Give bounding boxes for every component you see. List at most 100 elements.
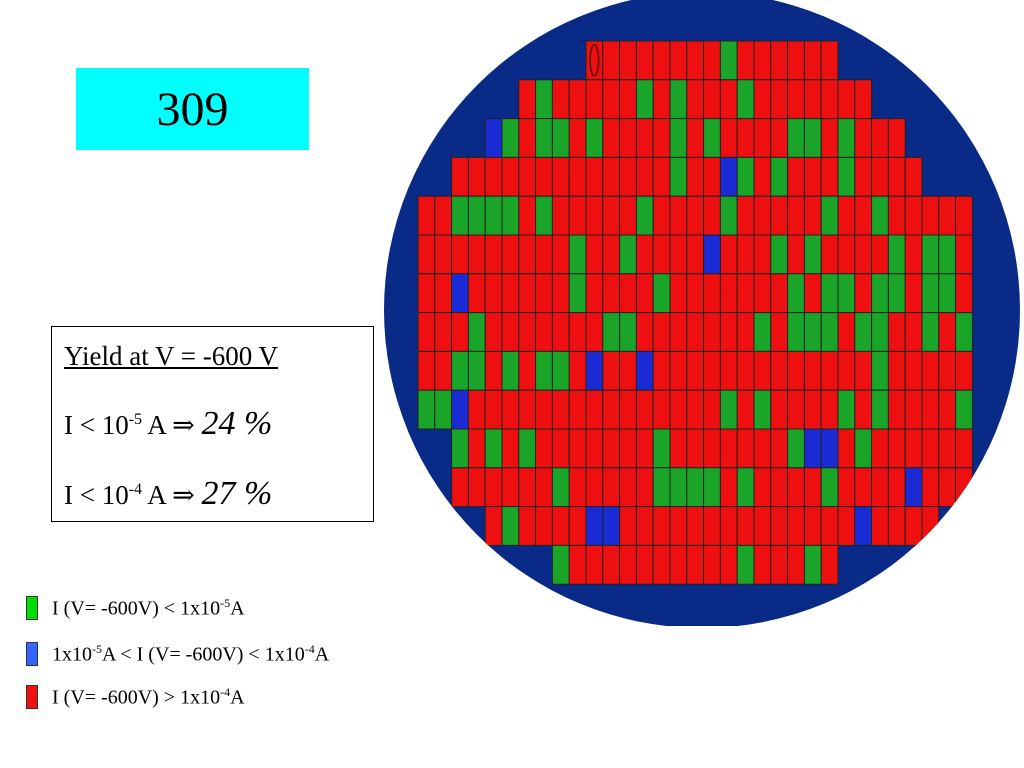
legend-item-red: I (V= -600V) > 1x10-4A xyxy=(26,684,245,710)
die-cell xyxy=(535,350,553,391)
die-cell xyxy=(417,195,436,236)
die-cell xyxy=(602,273,621,314)
die-cell xyxy=(467,467,486,508)
die-cell xyxy=(551,389,570,430)
die-cell xyxy=(887,350,906,391)
die-cell xyxy=(820,79,839,120)
die-cell xyxy=(719,312,738,352)
die-cell xyxy=(904,428,923,469)
die-cell xyxy=(871,467,889,508)
die-cell xyxy=(686,156,705,197)
die-cell xyxy=(736,312,755,352)
die-cell xyxy=(820,40,839,81)
die-cell xyxy=(921,234,940,275)
die-cell xyxy=(568,79,587,120)
die-cell xyxy=(417,234,436,275)
die-cell xyxy=(518,156,537,197)
die-cell xyxy=(871,195,889,236)
die-cell xyxy=(770,389,789,430)
wafer-map xyxy=(384,0,1020,626)
die-cell xyxy=(484,312,503,352)
die-cell xyxy=(803,389,822,430)
die-cell xyxy=(686,118,705,158)
die-cell xyxy=(787,544,805,585)
die-cell xyxy=(652,506,671,546)
die-cell xyxy=(535,118,553,158)
die-cell xyxy=(652,544,671,585)
die-cell xyxy=(669,234,688,275)
yield-summary-box: Yield at V = -600 V I < 10-5 A ⇒ 24 % I … xyxy=(51,326,374,522)
die-cell xyxy=(820,506,839,546)
die-cell xyxy=(602,389,621,430)
die-cell xyxy=(568,428,587,469)
die-cell xyxy=(719,273,738,314)
die-cell xyxy=(871,234,889,275)
die-cell xyxy=(904,467,923,508)
die-cell xyxy=(669,273,688,314)
die-cell xyxy=(451,195,469,236)
yield-value-1e-5: 24 % xyxy=(201,405,273,442)
die-cell xyxy=(635,273,654,314)
die-cell xyxy=(837,350,856,391)
die-cell xyxy=(753,544,772,585)
die-cell xyxy=(703,40,721,81)
die-cell xyxy=(467,234,486,275)
die-cell xyxy=(820,156,839,197)
die-cell xyxy=(619,79,637,120)
die-cell xyxy=(854,156,873,197)
die-cell xyxy=(484,506,503,546)
die-cell xyxy=(535,389,553,430)
die-cell xyxy=(434,234,453,275)
legend-label-red: I (V= -600V) > 1x10-4A xyxy=(52,684,245,709)
die-cell xyxy=(669,350,688,391)
die-cell xyxy=(619,350,637,391)
die-cell xyxy=(703,312,721,352)
die-cell xyxy=(635,506,654,546)
die-cell xyxy=(686,467,705,508)
die-cell xyxy=(551,79,570,120)
die-cell xyxy=(551,428,570,469)
die-cell xyxy=(535,156,553,197)
die-cell xyxy=(803,467,822,508)
die-cell xyxy=(703,79,721,120)
die-cell xyxy=(619,506,637,546)
die-cell xyxy=(585,467,604,508)
die-cell xyxy=(484,389,503,430)
die-cell xyxy=(787,506,805,546)
die-cell xyxy=(887,428,906,469)
die-cell xyxy=(568,467,587,508)
die-cell xyxy=(753,312,772,352)
die-cell xyxy=(787,195,805,236)
die-cell xyxy=(467,389,486,430)
die-cell xyxy=(753,389,772,430)
implies-arrow-icon: ⇒ xyxy=(172,410,195,440)
die-cell xyxy=(535,428,553,469)
die-cell xyxy=(820,467,839,508)
die-cell xyxy=(736,234,755,275)
die-cell xyxy=(787,389,805,430)
die-cell xyxy=(854,467,873,508)
die-cell xyxy=(568,544,587,585)
die-cell xyxy=(635,234,654,275)
die-cell xyxy=(434,195,453,236)
die-cell xyxy=(669,467,688,508)
die-cell xyxy=(719,506,738,546)
die-cell xyxy=(484,234,503,275)
die-cell xyxy=(837,118,856,158)
die-cell xyxy=(736,40,755,81)
die-cell xyxy=(652,40,671,81)
die-cell xyxy=(904,156,923,197)
die-cell xyxy=(602,467,621,508)
die-cell xyxy=(854,195,873,236)
die-cell xyxy=(535,273,553,314)
die-cell xyxy=(568,118,587,158)
die-cell xyxy=(686,273,705,314)
die-cell xyxy=(484,118,503,158)
die-cell xyxy=(518,428,537,469)
die-cell xyxy=(837,273,856,314)
die-cell xyxy=(736,389,755,430)
die-cell xyxy=(770,312,789,352)
die-cell xyxy=(803,506,822,546)
die-cell xyxy=(602,312,621,352)
die-cell xyxy=(585,428,604,469)
